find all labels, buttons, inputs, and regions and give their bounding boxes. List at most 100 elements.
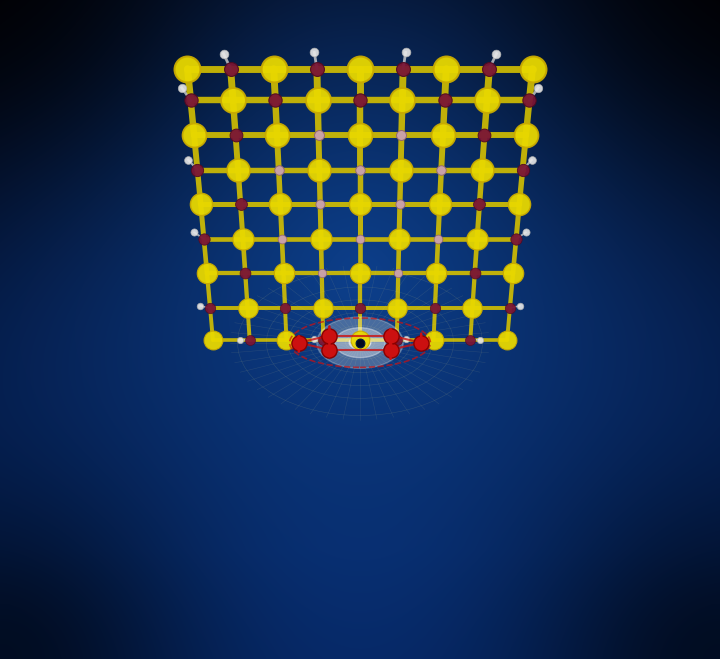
Point [520,227,531,238]
Point [198,234,210,244]
Point [278,268,289,279]
Point [354,199,366,210]
Point [271,130,283,140]
Point [315,199,326,210]
Point [428,335,439,345]
Point [484,63,495,74]
Point [354,268,366,279]
Point [323,330,335,341]
Point [192,165,203,175]
Point [354,234,366,244]
Ellipse shape [349,336,371,349]
Point [354,337,366,348]
Point [317,303,328,314]
Point [233,165,244,175]
Point [507,268,518,279]
Point [415,337,427,348]
Point [517,165,528,175]
Point [195,199,207,210]
Point [354,95,366,105]
Point [400,334,412,345]
Point [314,165,325,175]
Point [527,63,539,74]
Point [217,48,229,59]
Point [185,95,197,105]
Point [397,63,409,74]
Point [354,63,366,74]
Point [228,95,239,105]
Point [472,234,483,244]
Point [395,165,406,175]
Point [309,47,320,58]
Point [189,227,200,238]
Point [393,234,405,244]
Point [533,82,544,93]
Point [396,130,408,140]
Point [437,130,449,140]
Point [526,155,538,165]
Point [293,337,305,348]
Point [315,234,327,244]
Point [225,63,236,74]
Point [481,95,492,105]
Point [204,303,216,314]
Point [281,335,292,345]
Point [273,165,284,175]
Point [514,301,526,311]
Point [312,130,324,140]
Point [235,199,246,210]
Point [400,47,411,58]
Point [397,95,408,105]
Point [311,63,323,74]
Point [316,268,328,279]
Point [230,130,241,140]
Point [242,303,253,314]
Point [354,130,366,140]
Ellipse shape [335,328,385,358]
Point [269,95,281,105]
Point [474,199,485,210]
Point [244,335,256,345]
Point [235,334,246,345]
Point [504,303,516,314]
Point [439,95,451,105]
Point [276,234,288,244]
Point [194,301,206,311]
Point [354,165,366,175]
Point [469,268,480,279]
Point [323,345,335,355]
Point [207,335,219,345]
Point [474,334,485,345]
Point [240,268,251,279]
Point [464,335,476,345]
Point [441,63,452,74]
Point [385,330,397,341]
Point [510,234,522,244]
Point [491,48,503,59]
Point [394,199,405,210]
Point [523,95,535,105]
Point [391,335,402,345]
Point [476,165,487,175]
Point [312,95,323,105]
Point [392,268,404,279]
Point [501,335,513,345]
Point [181,63,193,74]
Point [520,130,531,140]
Point [431,268,442,279]
Point [384,345,396,355]
Point [513,199,525,210]
Point [274,199,286,210]
Point [308,334,320,345]
Point [176,82,187,93]
Point [467,303,478,314]
Point [432,234,444,244]
Point [279,303,291,314]
Point [392,303,403,314]
Point [434,199,446,210]
Point [182,155,194,165]
Point [237,234,248,244]
Point [479,130,490,140]
Point [318,335,329,345]
Point [268,63,279,74]
